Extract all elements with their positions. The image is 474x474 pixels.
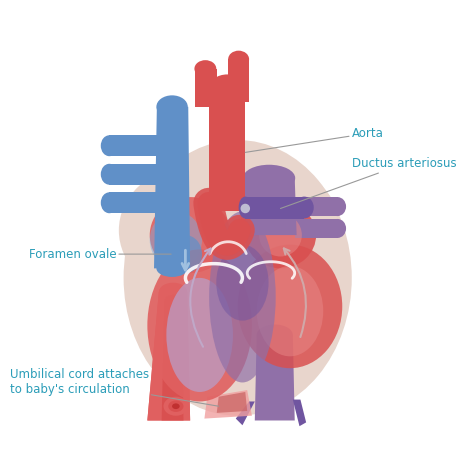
- Ellipse shape: [147, 249, 252, 401]
- Ellipse shape: [209, 211, 276, 383]
- Ellipse shape: [168, 401, 183, 412]
- Polygon shape: [209, 88, 245, 211]
- Polygon shape: [109, 135, 157, 156]
- Ellipse shape: [152, 192, 162, 213]
- Ellipse shape: [101, 164, 118, 185]
- Ellipse shape: [101, 135, 118, 156]
- Ellipse shape: [101, 192, 118, 213]
- Ellipse shape: [159, 283, 187, 301]
- Ellipse shape: [166, 278, 233, 392]
- Text: Aorta: Aorta: [245, 127, 383, 152]
- Polygon shape: [295, 197, 337, 216]
- Ellipse shape: [209, 74, 245, 101]
- Ellipse shape: [259, 214, 302, 256]
- Ellipse shape: [172, 403, 180, 409]
- Ellipse shape: [152, 135, 162, 156]
- Ellipse shape: [329, 219, 346, 238]
- Ellipse shape: [124, 140, 352, 416]
- Polygon shape: [217, 392, 247, 413]
- Polygon shape: [147, 292, 190, 420]
- Polygon shape: [228, 59, 249, 102]
- Ellipse shape: [257, 325, 293, 346]
- Polygon shape: [147, 292, 190, 420]
- Ellipse shape: [214, 169, 337, 273]
- Text: Umbilical cord attaches
to baby's circulation: Umbilical cord attaches to baby's circul…: [9, 368, 219, 406]
- Polygon shape: [255, 335, 295, 420]
- Text: Ductus arteriosus: Ductus arteriosus: [281, 157, 456, 209]
- Polygon shape: [109, 164, 157, 185]
- Polygon shape: [204, 390, 252, 419]
- Ellipse shape: [329, 197, 346, 216]
- Polygon shape: [240, 178, 297, 235]
- Polygon shape: [109, 192, 157, 213]
- Ellipse shape: [257, 266, 323, 356]
- Polygon shape: [162, 301, 183, 420]
- Ellipse shape: [243, 165, 295, 191]
- Ellipse shape: [181, 354, 257, 411]
- Ellipse shape: [156, 260, 188, 277]
- Ellipse shape: [169, 235, 202, 273]
- Ellipse shape: [150, 197, 230, 273]
- Ellipse shape: [156, 95, 188, 118]
- Ellipse shape: [238, 197, 252, 219]
- Polygon shape: [236, 401, 255, 425]
- Ellipse shape: [164, 295, 182, 308]
- Ellipse shape: [216, 245, 269, 321]
- Ellipse shape: [295, 197, 314, 219]
- Ellipse shape: [150, 211, 202, 268]
- Polygon shape: [245, 197, 304, 219]
- Ellipse shape: [152, 164, 162, 185]
- Ellipse shape: [245, 202, 316, 268]
- Ellipse shape: [194, 60, 216, 77]
- Polygon shape: [293, 400, 306, 426]
- Ellipse shape: [164, 397, 188, 416]
- Polygon shape: [195, 69, 217, 107]
- Polygon shape: [295, 219, 337, 238]
- Text: Foramen ovale: Foramen ovale: [28, 247, 171, 261]
- Polygon shape: [154, 107, 190, 268]
- Ellipse shape: [237, 245, 342, 368]
- Ellipse shape: [228, 51, 249, 68]
- Ellipse shape: [119, 169, 252, 292]
- Ellipse shape: [240, 204, 250, 213]
